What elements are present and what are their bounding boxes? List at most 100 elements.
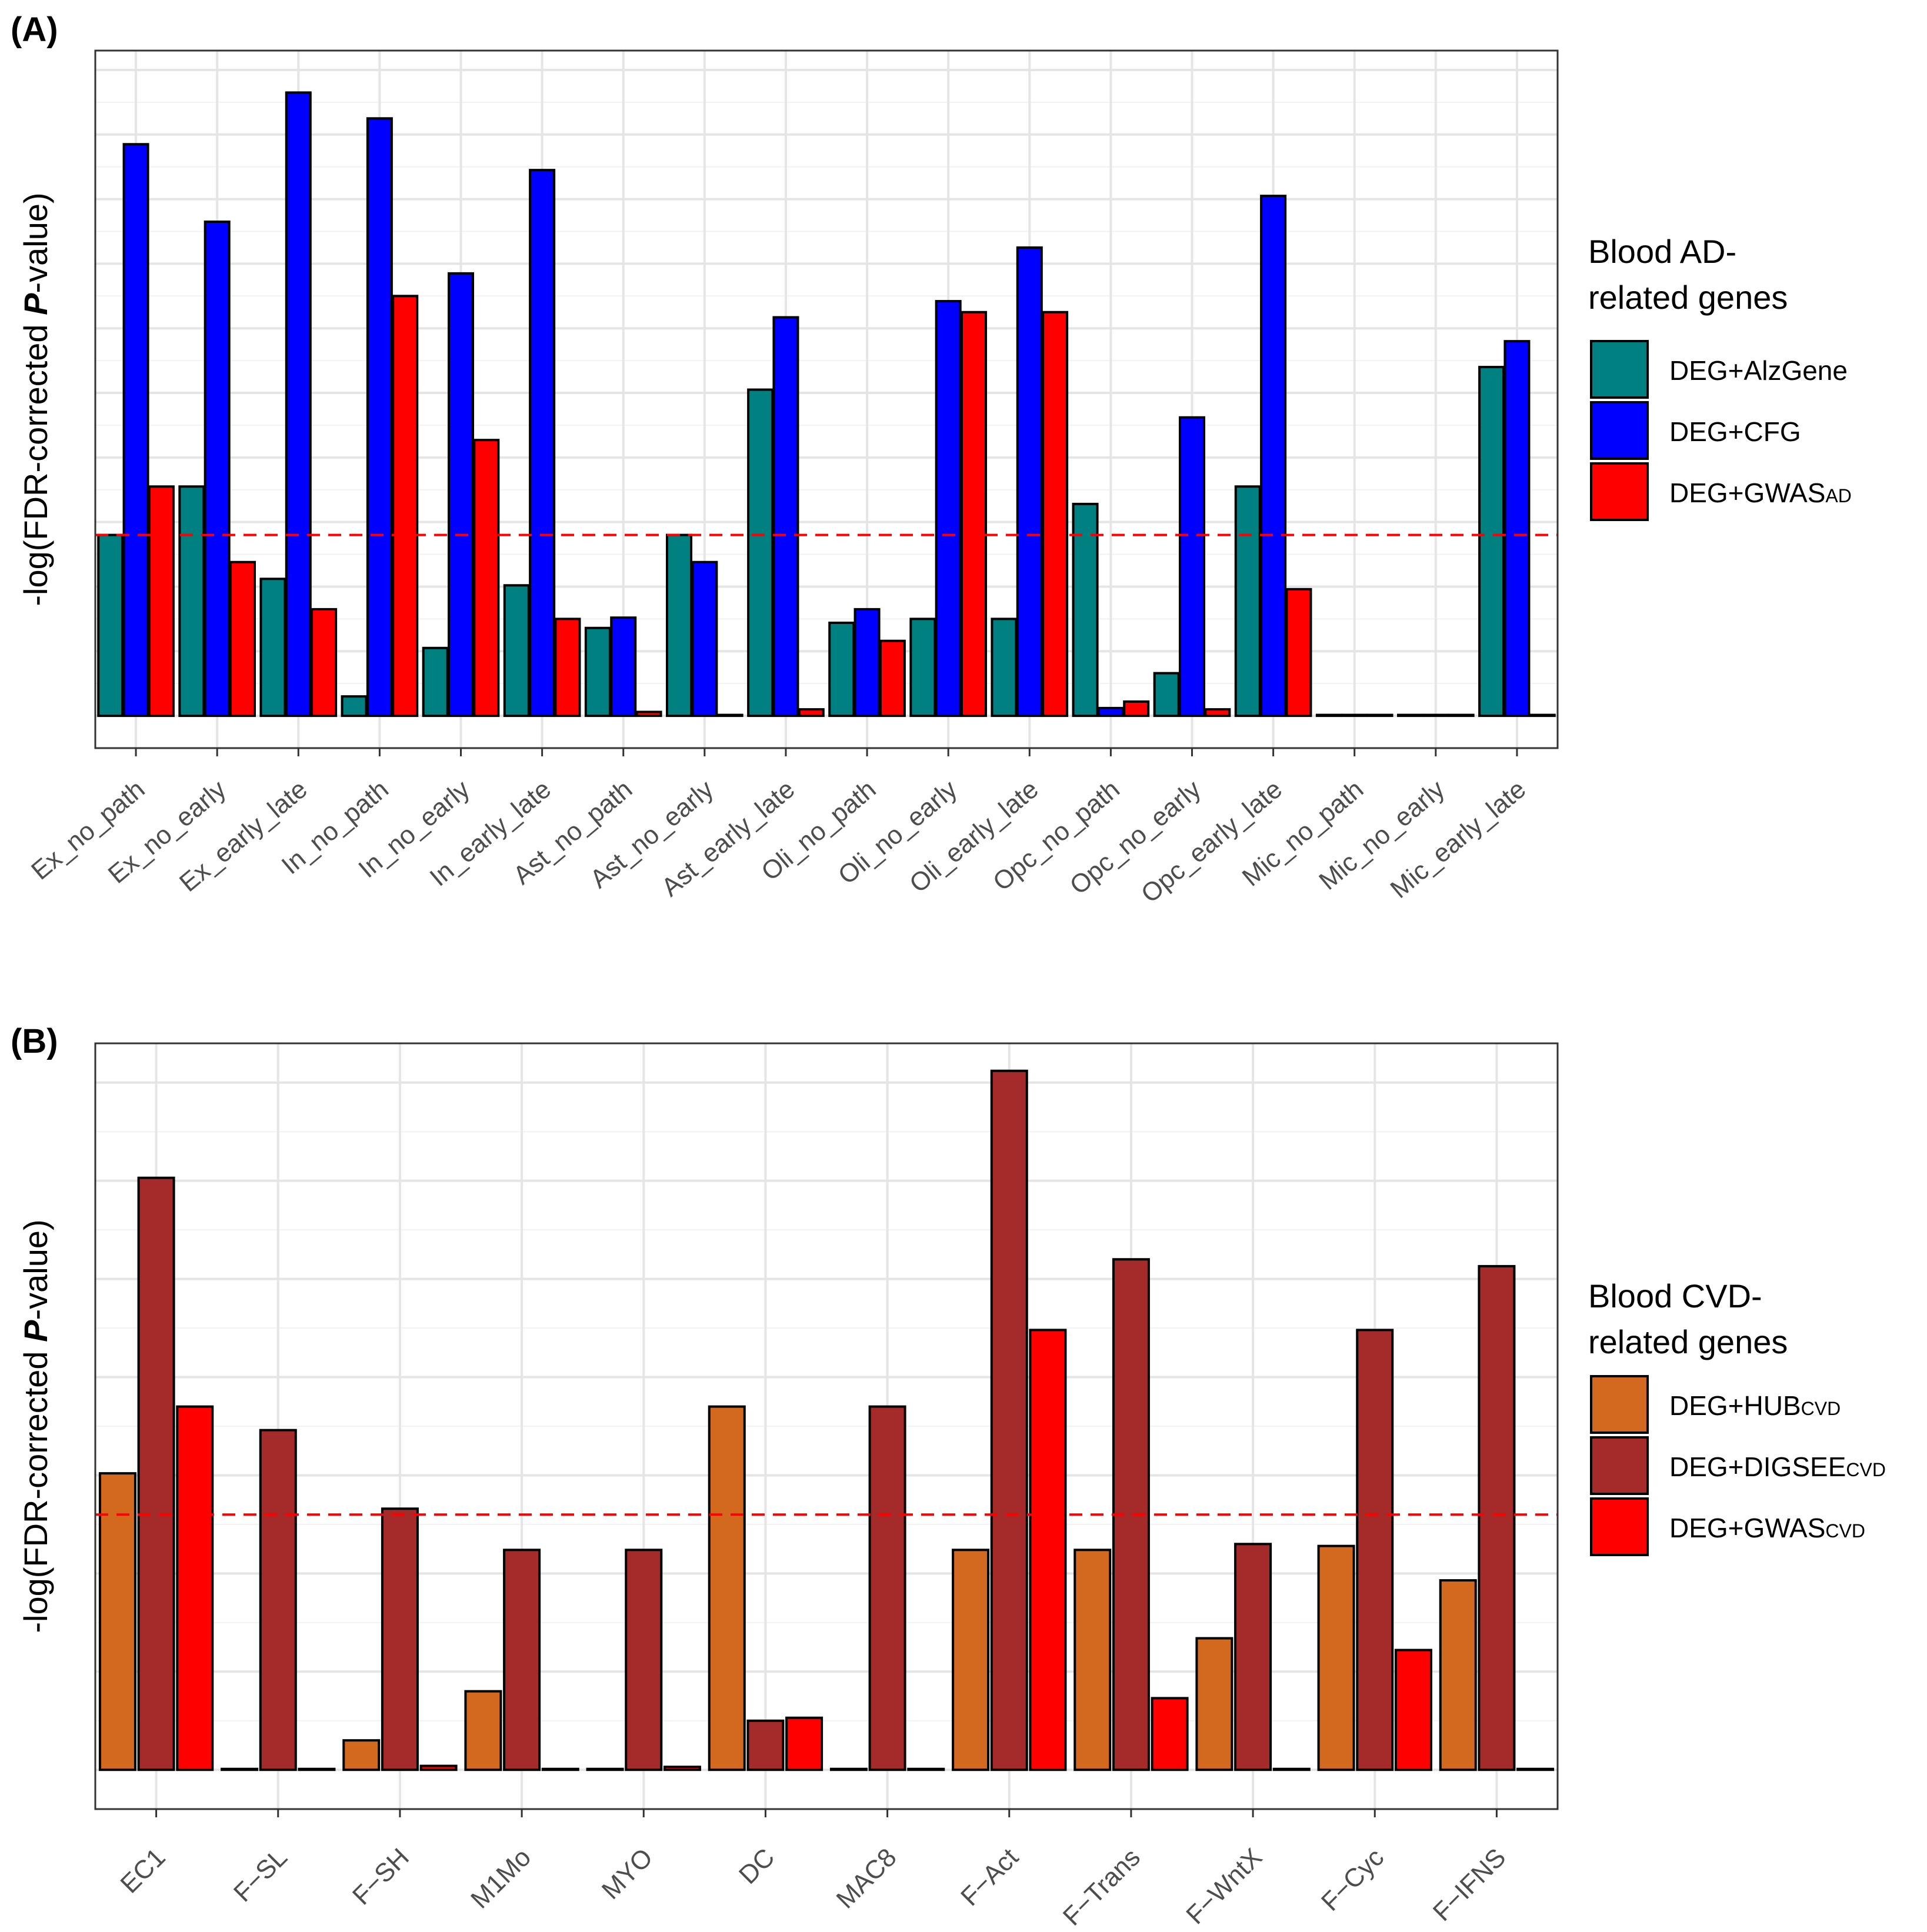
- bar-deg-digsee-cvd-11: F−IFNS / DEG+DIGSEE_CVD: 5.13: [1478, 1264, 1516, 1771]
- bar-deg-gwas-cvd-7: F−Act / DEG+GWAS_CVD: 4.48: [1029, 1329, 1067, 1771]
- bar-deg-hub-cvd-9: F−WntX / DEG+HUB_CVD: 1.34: [1195, 1637, 1233, 1771]
- bar-deg-gwas-cvd-8: F−Trans / DEG+GWAS_CVD: 0.73: [1151, 1697, 1189, 1771]
- bar-deg-alzgene-6: Ast_no_path / DEG+AlzGene: 1.36: [584, 626, 611, 718]
- bar-deg-gwas-ad-0: Ex_no_path / DEG+GWAS_AD: 3.55: [148, 485, 175, 718]
- bar-deg-gwas-ad-1: Ex_no_early / DEG+GWAS_AD: 2.38: [229, 560, 256, 718]
- bar-deg-alzgene-7: Ast_no_early / DEG+AlzGene: 2.8: [666, 533, 692, 718]
- bar-deg-cfg-11: Oli_early_late / DEG+CFG: 7.25: [1016, 246, 1043, 718]
- panel-b-x-ticks: EC1 F−SL F−SH M1Mo MYO DC MAC8 F−Act F−Trans F−Wn…: [115, 1809, 1511, 1931]
- panel-a-legend-title-line1: Blood AD-: [1588, 233, 1736, 270]
- legend-key-alzgene: [1590, 340, 1649, 399]
- panel-b-plot-border: [94, 1042, 1559, 1810]
- x-tick-label: F−WntX: [1181, 1843, 1268, 1930]
- panel-b-legend-title-line1: Blood CVD-: [1588, 1277, 1762, 1314]
- panel-a-legend: Blood AD- related genes DEG+AlzGene DEG+…: [1588, 233, 1852, 521]
- bar-deg-alzgene-17: Mic_early_late / DEG+AlzGene: 5.4: [1478, 366, 1505, 718]
- legend-label-gwas-ad: DEG+GWASAD: [1669, 478, 1852, 508]
- bar-deg-cfg-8: Ast_early_late / DEG+CFG: 6.17: [772, 316, 799, 718]
- bar-deg-gwas-ad-2: Ex_early_late / DEG+GWAS_AD: 1.65: [311, 608, 338, 718]
- x-tick-label: F−Act: [955, 1843, 1024, 1911]
- bar-deg-gwas-ad-15: Mic_no_path / DEG+GWAS_AD: 0: [1366, 713, 1393, 718]
- bar-deg-hub-cvd-10: F−Cyc / DEG+HUB_CVD: 2.28: [1317, 1544, 1355, 1771]
- bar-deg-hub-cvd-2: F−SH / DEG+HUB_CVD: 0.3: [342, 1739, 381, 1771]
- panel-b-legend-title-line2: related genes: [1588, 1323, 1788, 1360]
- panel-b-y-axis-label: -log(FDR-corrected P-value): [17, 1219, 54, 1633]
- bar-deg-gwas-ad-4: In_no_early / DEG+GWAS_AD: 4.27: [473, 439, 500, 718]
- bar-deg-alzgene-9: Oli_no_path / DEG+AlzGene: 1.44: [828, 621, 855, 718]
- x-tick-label: F−SL: [228, 1843, 293, 1907]
- bar-deg-gwas-ad-12: Opc_no_path / DEG+GWAS_AD: 0.22: [1123, 700, 1150, 718]
- bar-deg-gwas-cvd-4: MYO / DEG+GWAS_CVD: 0.03: [663, 1766, 701, 1771]
- x-tick-label: F−IFNS: [1428, 1843, 1512, 1927]
- legend-label-digsee-cvd: DEG+DIGSEECVD: [1669, 1451, 1886, 1482]
- x-tick-label: Opc_early_late: [1136, 775, 1288, 909]
- bar-deg-hub-cvd-11: F−IFNS / DEG+HUB_CVD: 1.93: [1439, 1579, 1477, 1771]
- bar-deg-digsee-cvd-9: F−WntX / DEG+DIGSEE_CVD: 2.3: [1234, 1543, 1272, 1771]
- legend-key-digsee-cvd: [1590, 1436, 1649, 1495]
- panel-a-x-ticks: Ex_no_pathEx_no_earlyEx_early_lateIn_no_…: [26, 748, 1531, 909]
- bar-deg-hub-cvd-8: F−Trans / DEG+HUB_CVD: 2.24: [1073, 1549, 1112, 1771]
- bar-deg-cfg-5: In_early_late / DEG+CFG: 8.45: [529, 169, 556, 718]
- panel-b-legend: Blood CVD- related genes DEG+HUBCVD DEG+…: [1588, 1277, 1886, 1556]
- bar-deg-alzgene-3: In_no_path / DEG+AlzGene: 0.3: [341, 695, 368, 718]
- bar-deg-gwas-ad-3: In_no_path / DEG+GWAS_AD: 6.5: [392, 295, 419, 718]
- bar-deg-cfg-2: Ex_early_late / DEG+CFG: 9.65: [285, 91, 312, 718]
- bar-deg-cfg-4: In_no_early / DEG+CFG: 6.85: [448, 272, 474, 718]
- bar-deg-hub-cvd-1: F−SL / DEG+HUB_CVD: 0: [221, 1767, 259, 1771]
- bar-deg-alzgene-15: Mic_no_path / DEG+AlzGene: 0: [1315, 713, 1342, 718]
- bar-deg-gwas-ad-8: Ast_early_late / DEG+GWAS_AD: 0.1: [798, 708, 825, 718]
- bar-deg-cfg-0: Ex_no_path / DEG+CFG: 8.85: [122, 143, 149, 718]
- panel-a-y-axis-label: -log(FDR-corrected P-value): [17, 192, 54, 606]
- bar-deg-alzgene-10: Oli_no_early / DEG+AlzGene: 1.5: [909, 618, 936, 718]
- bar-deg-gwas-ad-13: Opc_no_early / DEG+GWAS_AD: 0.1: [1204, 708, 1231, 718]
- bar-deg-cfg-17: Mic_early_late / DEG+CFG: 5.8: [1503, 340, 1531, 718]
- x-tick-label: Mic_early_late: [1385, 775, 1532, 904]
- bar-deg-gwas-ad-9: Oli_no_path / DEG+GWAS_AD: 1.16: [879, 639, 906, 718]
- bar-deg-gwas-ad-14: Opc_early_late / DEG+GWAS_AD: 1.96: [1285, 588, 1312, 718]
- legend-label-cfg: DEG+CFG: [1669, 416, 1801, 447]
- bar-deg-digsee-cvd-5: DC / DEG+DIGSEE_CVD: 0.5: [746, 1719, 785, 1771]
- panel-a-label: (A): [11, 11, 58, 49]
- bar-deg-digsee-cvd-7: F−Act / DEG+DIGSEE_CVD: 7.12: [990, 1069, 1028, 1771]
- panel-b-chart: (B) EC1 / DEG+HUB_CVD: 3.02EC1 / DEG+DIG…: [11, 1022, 1886, 1931]
- bar-deg-gwas-ad-5: In_early_late / DEG+GWAS_AD: 1.5: [554, 618, 581, 718]
- panel-b-bars: EC1 / DEG+HUB_CVD: 3.02EC1 / DEG+DIGSEE_…: [98, 1069, 1555, 1771]
- bar-deg-gwas-cvd-10: F−Cyc / DEG+GWAS_CVD: 1.22: [1394, 1649, 1432, 1771]
- panel-b-label: (B): [11, 1022, 58, 1060]
- bar-deg-cfg-3: In_no_path / DEG+CFG: 9.25: [366, 117, 393, 718]
- bar-deg-gwas-cvd-3: M1Mo / DEG+GWAS_CVD: 0: [541, 1767, 579, 1771]
- bar-deg-hub-cvd-5: DC / DEG+HUB_CVD: 3.7: [708, 1405, 746, 1771]
- x-tick-label: F−Trans: [1058, 1843, 1146, 1931]
- bar-deg-alzgene-16: Mic_no_early / DEG+AlzGene: 0: [1397, 713, 1423, 718]
- bar-deg-gwas-cvd-11: F−IFNS / DEG+GWAS_CVD: 0: [1516, 1767, 1555, 1771]
- bar-deg-digsee-cvd-4: MYO / DEG+DIGSEE_CVD: 2.24: [625, 1549, 663, 1771]
- bar-deg-hub-cvd-7: F−Act / DEG+HUB_CVD: 2.24: [952, 1549, 990, 1771]
- bar-deg-gwas-cvd-0: EC1 / DEG+GWAS_CVD: 3.7: [176, 1405, 214, 1771]
- legend-key-hub-cvd: [1590, 1375, 1649, 1434]
- x-tick-label: F−Cyc: [1316, 1843, 1389, 1916]
- x-tick-label: DC: [734, 1843, 781, 1890]
- legend-label-gwas-cvd: DEG+GWASCVD: [1669, 1513, 1865, 1543]
- x-tick-label: M1Mo: [465, 1843, 536, 1914]
- x-tick-label: MYO: [596, 1843, 659, 1905]
- bar-deg-cfg-7: Ast_no_early / DEG+CFG: 2.38: [691, 560, 718, 718]
- bar-deg-cfg-9: Oli_no_path / DEG+CFG: 1.65: [854, 608, 881, 718]
- bar-deg-hub-cvd-6: MAC8 / DEG+HUB_CVD: 0: [829, 1767, 868, 1771]
- bar-deg-hub-cvd-0: EC1 / DEG+HUB_CVD: 3.02: [98, 1472, 136, 1771]
- bar-deg-gwas-cvd-5: DC / DEG+GWAS_CVD: 0.53: [785, 1716, 824, 1771]
- bar-deg-alzgene-4: In_no_early / DEG+AlzGene: 1.05: [422, 646, 449, 718]
- legend-key-gwas-ad: [1590, 462, 1649, 521]
- bar-deg-alzgene-8: Ast_early_late / DEG+AlzGene: 5.05: [747, 388, 774, 718]
- panel-a-bars: Ex_no_path / DEG+AlzGene: 2.8Ex_no_path …: [97, 91, 1556, 718]
- legend-label-hub-cvd: DEG+HUBCVD: [1669, 1390, 1841, 1421]
- bar-deg-gwas-cvd-1: F−SL / DEG+GWAS_CVD: 0: [298, 1767, 336, 1771]
- bar-deg-cfg-10: Oli_no_early / DEG+CFG: 6.42: [935, 300, 962, 718]
- bar-deg-digsee-cvd-1: F−SL / DEG+DIGSEE_CVD: 3.46: [259, 1429, 297, 1771]
- bar-deg-digsee-cvd-6: MAC8 / DEG+DIGSEE_CVD: 3.7: [868, 1405, 906, 1771]
- bar-deg-cfg-15: Mic_no_path / DEG+CFG: 0: [1341, 713, 1368, 718]
- bar-deg-alzgene-12: Opc_no_path / DEG+AlzGene: 3.28: [1072, 502, 1099, 718]
- bar-deg-alzgene-13: Opc_no_early / DEG+AlzGene: 0.66: [1153, 672, 1180, 718]
- legend-key-cfg: [1590, 401, 1649, 460]
- bar-deg-cfg-14: Opc_early_late / DEG+CFG: 8.05: [1260, 195, 1287, 718]
